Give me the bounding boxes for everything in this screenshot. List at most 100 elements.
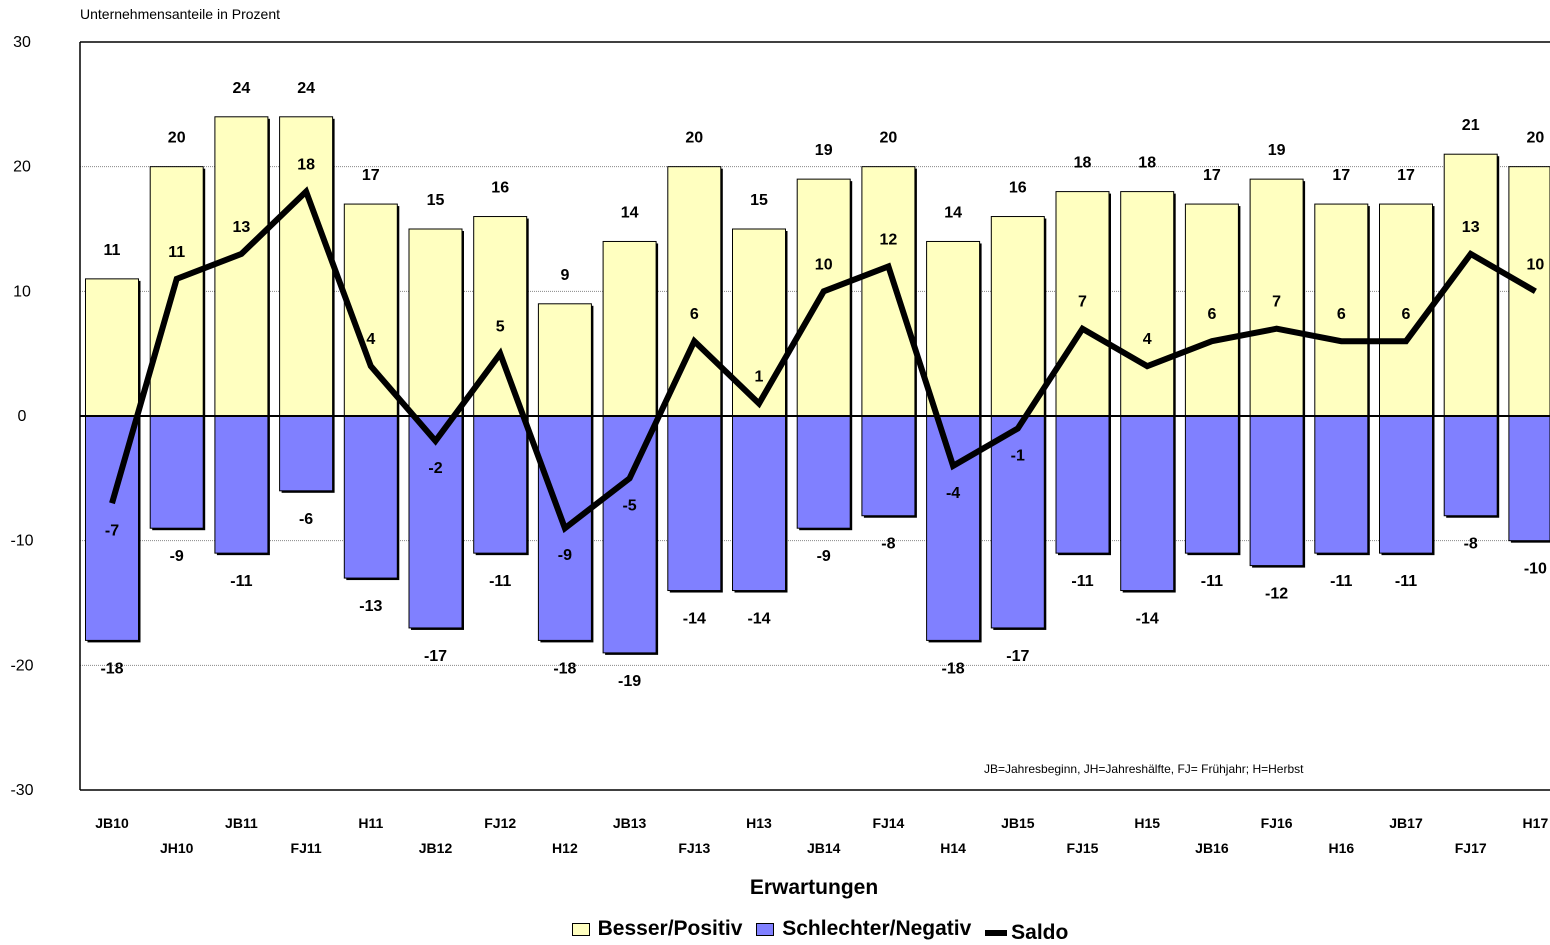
- saldo-line: [109, 186, 1537, 534]
- data-label-negative: -11: [1071, 573, 1093, 590]
- data-label-saldo: 6: [1337, 306, 1346, 323]
- x-tick-label: FJ15: [1067, 840, 1099, 856]
- x-axis-title: Erwartungen: [749, 876, 879, 899]
- legend-item-saldo: Saldo: [985, 921, 1068, 945]
- data-label-positive: 17: [362, 167, 380, 184]
- data-label-positive: 14: [621, 204, 639, 221]
- data-label-saldo: 4: [366, 331, 375, 348]
- legend-item-positive: Besser/Positiv: [571, 917, 743, 941]
- bar-positive: [408, 228, 463, 417]
- data-label-negative: -10: [1524, 561, 1547, 578]
- y-tick-label: 20: [13, 159, 31, 176]
- bar-negative: [1314, 415, 1369, 554]
- legend-label-negative: Schlechter/Negativ: [782, 917, 972, 940]
- x-tick-label: H11: [358, 815, 383, 831]
- data-label-positive: 24: [297, 80, 315, 97]
- data-label-saldo: 1: [755, 369, 764, 386]
- x-tick-label: H16: [1328, 840, 1354, 856]
- legend: Besser/Positiv Schlechter/Negativ Saldo: [0, 917, 1550, 945]
- x-tick-label: H15: [1134, 815, 1160, 831]
- data-label-negative: -8: [1464, 536, 1478, 553]
- x-tick-label: FJ13: [678, 840, 710, 856]
- data-label-negative: -11: [230, 573, 252, 590]
- bar-negative: [861, 415, 916, 517]
- legend-label-saldo: Saldo: [1011, 920, 1069, 944]
- bar-positive: [473, 216, 528, 417]
- bar-negative: [667, 415, 722, 592]
- data-label-positive: 11: [104, 242, 121, 259]
- x-tick-label: JH10: [160, 840, 194, 856]
- data-label-saldo: 6: [1402, 306, 1411, 323]
- bar-negative: [1508, 415, 1550, 542]
- data-label-negative: -14: [683, 611, 706, 628]
- data-label-negative: -17: [424, 648, 447, 665]
- data-label-negative: -6: [299, 511, 313, 528]
- bar-negative: [473, 415, 528, 554]
- x-tick-label: JB16: [1195, 840, 1229, 856]
- abbreviation-note: JB=Jahresbeginn, JH=Jahreshälfte, FJ= Fr…: [984, 762, 1304, 776]
- bar-positive: [537, 303, 592, 417]
- data-label-positive: 14: [944, 204, 962, 221]
- x-tick-label: H12: [552, 840, 578, 856]
- bar-negative: [1443, 415, 1498, 517]
- data-label-positive: 16: [491, 180, 509, 197]
- data-label-positive: 18: [1074, 155, 1092, 172]
- data-label-negative: -13: [359, 598, 382, 615]
- x-tick-label: FJ16: [1261, 815, 1293, 831]
- data-label-negative: -12: [1265, 586, 1288, 603]
- x-tick-label: FJ14: [872, 815, 904, 831]
- x-tick-label: FJ11: [291, 840, 322, 856]
- legend-swatch-positive: [571, 922, 590, 936]
- bar-negative: [1184, 415, 1239, 554]
- data-label-negative: -17: [1006, 648, 1029, 665]
- data-label-positive: 9: [560, 267, 569, 284]
- bar-negative: [85, 415, 139, 641]
- bar-positive: [796, 178, 851, 417]
- data-label-saldo: -4: [946, 485, 960, 502]
- bar-positive: [926, 240, 981, 417]
- data-label-saldo: 6: [690, 306, 699, 323]
- y-tick-label: 30: [13, 34, 31, 51]
- y-tick-label: 10: [13, 283, 31, 300]
- bar-positive: [85, 278, 139, 417]
- data-label-positive: 18: [1138, 155, 1156, 172]
- bar-negative: [149, 415, 204, 529]
- data-label-saldo: 13: [233, 219, 251, 236]
- bar-positive: [279, 116, 334, 417]
- bar-negative: [1055, 415, 1110, 554]
- data-label-positive: 15: [750, 192, 768, 209]
- x-tick-label: JB17: [1389, 815, 1423, 831]
- bar-positive: [214, 116, 269, 417]
- y-tick-label: 0: [18, 408, 27, 425]
- legend-label-positive: Besser/Positiv: [597, 917, 743, 940]
- data-label-negative: -8: [881, 536, 895, 553]
- data-label-positive: 16: [1009, 180, 1027, 197]
- data-label-saldo: -2: [428, 460, 442, 477]
- bar-negative: [343, 415, 398, 579]
- x-tick-label: H13: [746, 815, 772, 831]
- data-label-saldo: 13: [1462, 219, 1480, 236]
- legend-swatch-negative: [756, 922, 775, 936]
- data-label-negative: -18: [100, 660, 123, 677]
- data-label-positive: 20: [1527, 130, 1545, 147]
- bar-positive: [1314, 203, 1369, 417]
- bar-negative: [214, 415, 269, 554]
- legend-item-negative: Schlechter/Negativ: [756, 917, 971, 941]
- x-tick-label: FJ12: [484, 815, 516, 831]
- bar-negative: [1120, 415, 1175, 592]
- x-tick-label: FJ17: [1455, 840, 1487, 856]
- data-label-negative: -11: [489, 573, 511, 590]
- data-label-saldo: 10: [1527, 256, 1545, 273]
- data-label-positive: 15: [427, 192, 445, 209]
- data-label-saldo: 11: [168, 244, 185, 261]
- bar-positive: [1379, 203, 1433, 417]
- x-tick-label: JB14: [807, 840, 841, 856]
- bar-negative: [408, 415, 463, 629]
- data-label-saldo: 12: [880, 231, 898, 248]
- bar-positive: [602, 240, 657, 417]
- data-label-negative: -9: [817, 548, 831, 565]
- data-label-positive: 24: [233, 80, 251, 97]
- x-tick-label: JB11: [225, 815, 258, 831]
- bar-negative: [796, 415, 851, 529]
- x-tick-label: JB13: [613, 815, 647, 831]
